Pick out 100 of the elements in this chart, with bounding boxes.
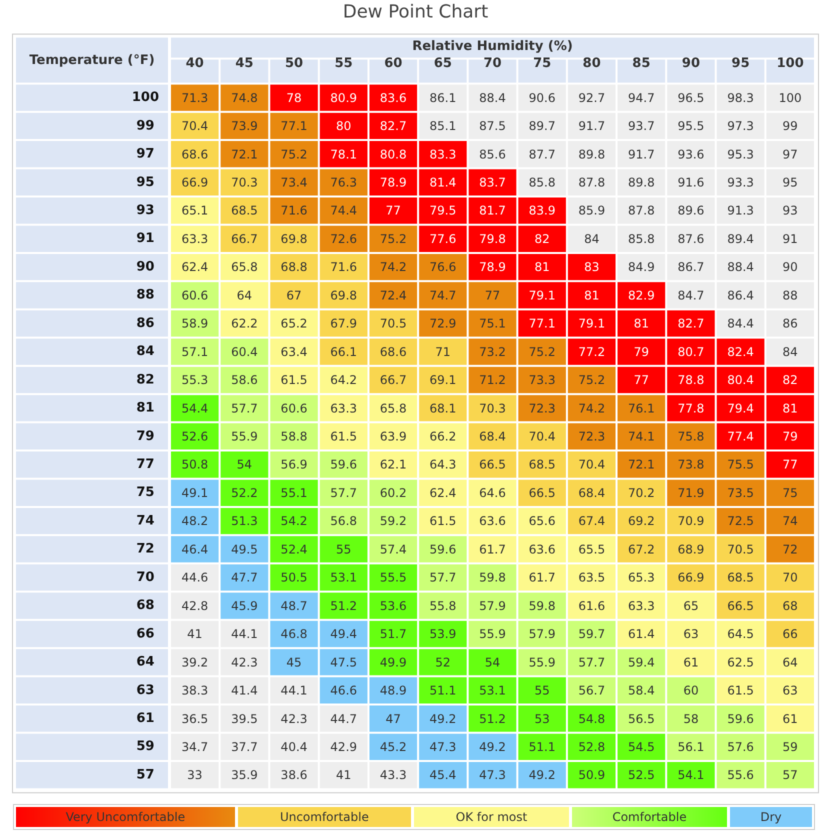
data-label: 69.1	[430, 373, 456, 388]
data-label: 75.2	[578, 373, 606, 388]
data-label: 47.3	[430, 740, 456, 754]
data-label: 82.9	[628, 288, 655, 302]
data-label: 81.4	[430, 176, 456, 190]
y-tick-label: 57	[136, 767, 154, 782]
data-label: 70.2	[628, 486, 655, 500]
data-label: 41	[187, 627, 202, 642]
data-label: 78.9	[479, 260, 506, 274]
data-label: 73.8	[678, 458, 704, 472]
data-label: 74.8	[231, 90, 258, 105]
data-label: 61	[683, 655, 699, 670]
y-tick-label: 91	[136, 231, 154, 246]
data-label: 89.7	[528, 119, 556, 134]
data-label: 60	[683, 684, 699, 698]
data-label: 71.6	[280, 204, 308, 218]
data-label: 91.7	[578, 119, 606, 134]
data-label: 54.2	[280, 514, 308, 528]
x-tick-label: 70	[483, 56, 502, 72]
data-label: 63.9	[380, 430, 407, 444]
data-label: 52.6	[181, 430, 208, 444]
data-label: 90.6	[528, 90, 556, 105]
data-label: 59.6	[330, 458, 358, 472]
data-label: 68.5	[727, 570, 754, 585]
data-label: 61.6	[578, 598, 606, 613]
data-label: 86	[782, 316, 798, 331]
data-label: 55.6	[727, 768, 754, 782]
data-label: 67.2	[628, 542, 655, 556]
y-tick-label: 72	[136, 542, 154, 557]
data-label: 93.7	[628, 119, 655, 134]
data-label: 58.9	[181, 316, 208, 331]
x-axis-title: Relative Humidity (%)	[412, 38, 573, 54]
data-label: 68.9	[678, 542, 704, 556]
data-label: 53	[534, 712, 550, 726]
data-label: 56.7	[578, 684, 606, 698]
data-label: 57.7	[430, 570, 456, 585]
data-label: 82.4	[727, 344, 754, 359]
y-tick-label: 82	[136, 372, 154, 388]
data-label: 89.8	[628, 176, 655, 190]
data-label: 87.7	[528, 147, 556, 162]
data-label: 77	[386, 204, 401, 218]
data-label: 52.5	[628, 768, 655, 782]
data-label: 45.9	[231, 598, 258, 613]
x-tick-label: 40	[186, 56, 204, 72]
data-label: 68.6	[380, 344, 407, 359]
data-label: 80.9	[330, 90, 358, 105]
data-label: 66.7	[231, 232, 258, 246]
data-label: 57.9	[528, 627, 556, 642]
data-label: 64.2	[330, 373, 358, 388]
data-label: 53.6	[380, 598, 407, 613]
data-label: 65.2	[280, 316, 308, 331]
data-label: 65	[683, 598, 699, 613]
data-label: 82.7	[380, 119, 407, 134]
data-label: 42.8	[181, 598, 208, 613]
data-label: 49.5	[231, 542, 258, 556]
data-label: 70.3	[231, 176, 258, 190]
data-label: 52.2	[231, 486, 258, 500]
data-label: 64.3	[430, 458, 456, 472]
data-label: 77	[484, 288, 500, 302]
data-label: 72.1	[628, 458, 655, 472]
data-label: 67.9	[330, 316, 358, 331]
data-label: 64	[782, 655, 798, 670]
data-label: 66.2	[430, 430, 456, 444]
data-label: 78.9	[380, 176, 407, 190]
x-tick-label: 65	[434, 56, 452, 72]
data-label: 76.3	[330, 176, 358, 190]
data-label: 81	[634, 316, 649, 331]
y-tick-label: 81	[136, 400, 154, 416]
data-label: 54	[484, 655, 500, 670]
data-label: 57.9	[479, 598, 506, 613]
x-tick-label: 50	[284, 56, 304, 72]
x-tick-label: 85	[632, 56, 650, 72]
data-label: 57.6	[727, 740, 754, 754]
data-label: 84.4	[727, 316, 754, 331]
data-label: 55.3	[181, 373, 208, 388]
data-label: 58.6	[231, 373, 258, 388]
data-label: 80	[336, 119, 352, 134]
data-label: 66.5	[727, 598, 754, 613]
data-label: 49.9	[380, 655, 407, 670]
data-label: 78.8	[678, 373, 704, 388]
data-label: 72.1	[231, 147, 258, 162]
data-label: 67.4	[578, 514, 606, 528]
data-label: 95	[782, 176, 798, 190]
y-tick-label: 95	[136, 174, 154, 190]
data-label: 62.4	[430, 486, 456, 500]
data-label: 80.7	[678, 344, 704, 359]
data-label: 70.9	[678, 514, 704, 528]
data-label: 48.7	[280, 598, 308, 613]
data-label: 91	[782, 232, 798, 246]
data-label: 41.4	[231, 684, 258, 698]
data-label: 46.8	[280, 627, 308, 642]
y-axis-title: Temperature (°F)	[29, 52, 155, 68]
data-label: 59.6	[430, 542, 456, 556]
data-label: 99	[782, 119, 798, 134]
data-label: 77.1	[280, 119, 308, 134]
y-tick-label: 86	[136, 316, 154, 331]
data-label: 70.4	[578, 458, 606, 472]
data-label: 57.7	[578, 655, 606, 670]
data-label: 85.8	[528, 176, 556, 190]
data-label: 82	[782, 373, 798, 388]
